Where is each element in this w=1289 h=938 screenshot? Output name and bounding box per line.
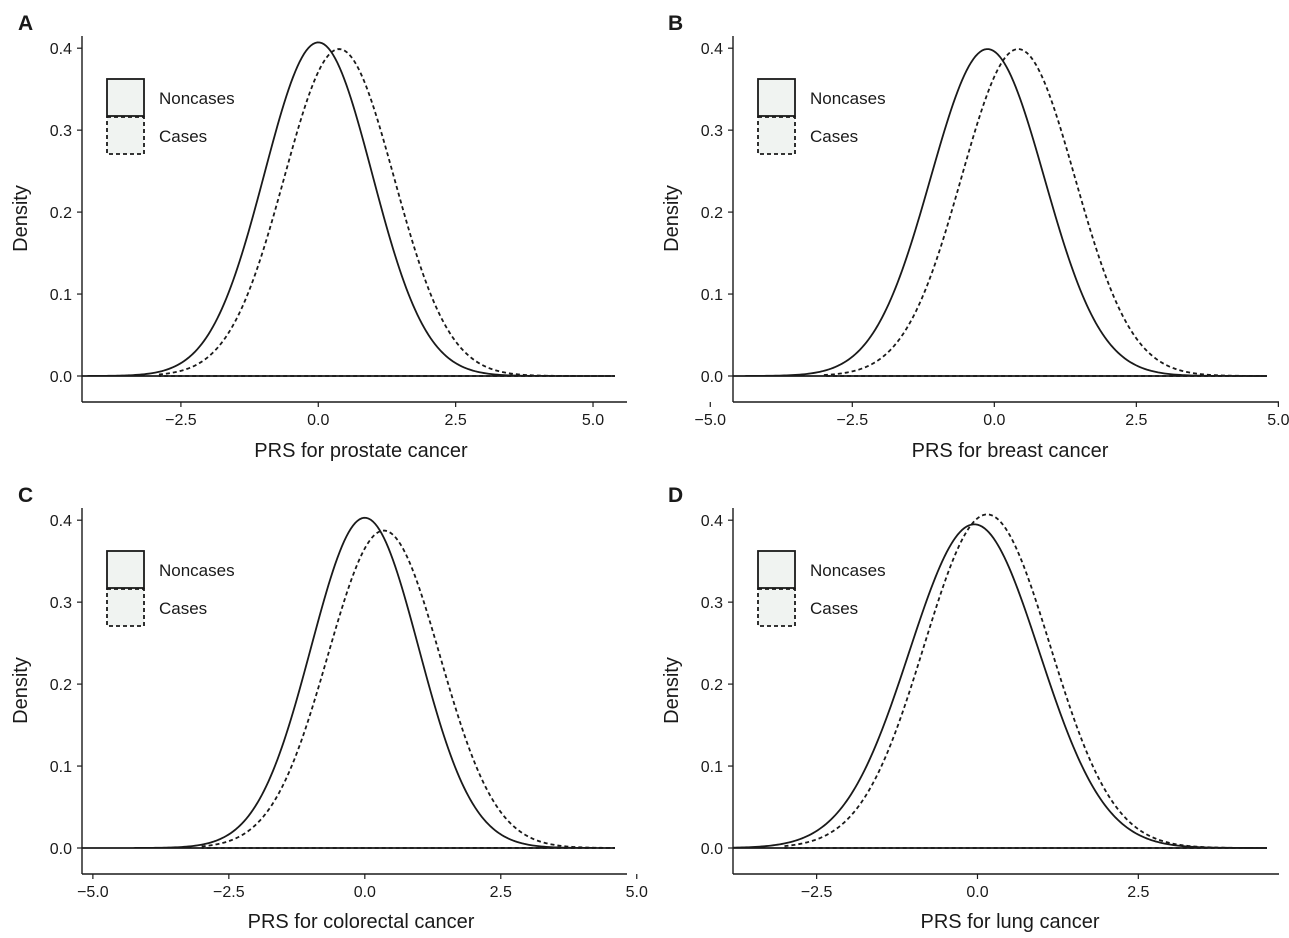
y-tick-label: 0.1 (50, 759, 72, 776)
x-tick-label: 5.0 (626, 884, 648, 901)
y-tick-label: 0.4 (50, 41, 72, 58)
x-tick-label: 2.5 (1125, 412, 1147, 429)
legend-key-noncases (106, 550, 145, 589)
series-cases-curve (201, 529, 616, 849)
y-axis-title: Density (10, 185, 32, 252)
y-tick-label: 0.3 (701, 123, 723, 140)
x-tick-label: 0.0 (354, 884, 376, 901)
legend-label: Noncases (159, 89, 235, 108)
series-noncases-curve (732, 48, 1267, 377)
y-tick-label: 0.2 (50, 205, 72, 222)
panel-a: A 0.0 0.1 0.2 0.3 0.4 −2.5 0.0 2.5 5.0 PRS for pro… (10, 12, 627, 462)
legend-label: Noncases (159, 561, 235, 580)
series-cases-curve (158, 48, 615, 377)
legend-label: Cases (159, 127, 207, 146)
y-tick-label: 0.3 (701, 595, 723, 612)
y-tick-label: 0.0 (50, 369, 72, 386)
legend-key-cases (757, 116, 796, 155)
series-noncases-curve (81, 41, 615, 377)
y-tick-label: 0.2 (701, 205, 723, 222)
legend-label: Noncases (810, 561, 886, 580)
panel-c: C 0.0 0.1 0.2 0.3 0.4 −5.0 −2.5 0.0 2.5 5.0 PRS for… (10, 484, 648, 933)
legend-label: Noncases (810, 89, 886, 108)
legend-key-noncases (757, 550, 796, 589)
y-tick-label: 0.2 (701, 677, 723, 694)
y-tick-label: 0.0 (50, 841, 72, 858)
x-tick-label: 2.5 (490, 884, 512, 901)
panel-label: B (668, 12, 683, 35)
legend-key-noncases (757, 78, 796, 117)
y-tick-label: 0.4 (701, 513, 723, 530)
y-tick-label: 0.4 (701, 41, 723, 58)
x-tick-label: −5.0 (694, 412, 726, 429)
legend-label: Cases (159, 599, 207, 618)
y-axis-title: Density (661, 185, 683, 252)
y-tick-label: 0.4 (50, 513, 72, 530)
y-axis-title: Density (661, 657, 683, 724)
legend-key-noncases (106, 78, 145, 117)
x-tick-label: −2.5 (801, 884, 833, 901)
y-tick-label: 0.1 (701, 759, 723, 776)
x-tick-label: 5.0 (1267, 412, 1289, 429)
legend-label: Cases (810, 127, 858, 146)
panel-label: A (18, 12, 33, 35)
x-tick-label: 0.0 (966, 884, 988, 901)
x-tick-label: 0.0 (983, 412, 1005, 429)
series-cases-curve (784, 513, 1268, 849)
y-tick-label: 0.1 (50, 287, 72, 304)
x-tick-label: −2.5 (213, 884, 245, 901)
x-axis-title: PRS for lung cancer (921, 911, 1100, 933)
x-tick-label: 2.5 (1127, 884, 1149, 901)
y-axis-title: Density (10, 657, 32, 724)
y-tick-label: 0.1 (701, 287, 723, 304)
legend-key-cases (106, 116, 145, 155)
x-tick-label: 0.0 (307, 412, 329, 429)
panel-label: D (668, 484, 683, 507)
legend-label: Cases (810, 599, 858, 618)
x-tick-label: −5.0 (77, 884, 109, 901)
x-tick-label: −2.5 (837, 412, 869, 429)
y-tick-label: 0.3 (50, 123, 72, 140)
legend-key-cases (106, 588, 145, 627)
legend-key-cases (757, 588, 796, 627)
y-tick-label: 0.3 (50, 595, 72, 612)
series-cases-curve (823, 48, 1268, 377)
y-tick-label: 0.0 (701, 841, 723, 858)
series-noncases-curve (81, 516, 616, 849)
y-tick-label: 0.0 (701, 369, 723, 386)
panel-d: D 0.0 0.1 0.2 0.3 0.4 −2.5 0.0 2.5 PRS for lung c… (661, 484, 1279, 933)
x-tick-label: 5.0 (582, 412, 604, 429)
panel-b: B 0.0 0.1 0.2 0.3 0.4 −5.0 −2.5 0.0 2.5 5.0 PRS for… (661, 12, 1289, 462)
series-noncases-curve (732, 523, 1268, 849)
x-axis-title: PRS for colorectal cancer (248, 911, 475, 933)
x-axis-title: PRS for prostate cancer (254, 440, 468, 462)
panel-label: C (18, 484, 33, 507)
y-tick-label: 0.2 (50, 677, 72, 694)
x-tick-label: −2.5 (165, 412, 197, 429)
x-tick-label: 2.5 (445, 412, 467, 429)
x-axis-title: PRS for breast cancer (912, 440, 1109, 462)
